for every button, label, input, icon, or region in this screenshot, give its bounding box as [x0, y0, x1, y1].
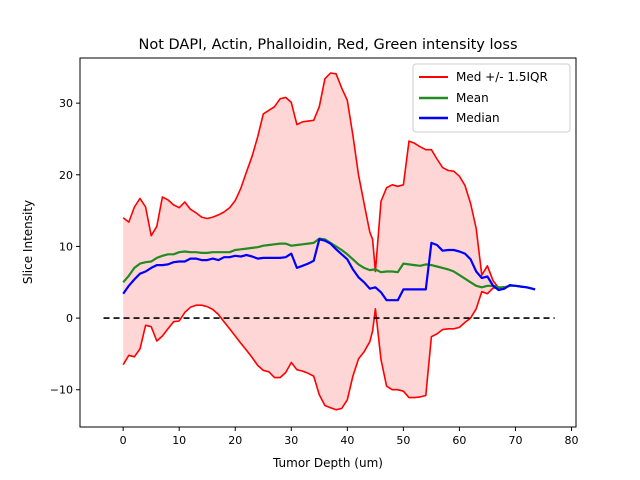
x-axis-label: Tumor Depth (um): [272, 456, 383, 470]
iqr-band-fill: [123, 73, 505, 410]
x-tick-label: 70: [508, 434, 522, 447]
x-tick-label: 50: [396, 434, 410, 447]
series-line-median: [122, 238, 536, 302]
x-tick-label: 10: [172, 434, 186, 447]
iqr-band: [123, 73, 505, 410]
x-tick-label: 0: [120, 434, 127, 447]
y-tick-label: 30: [59, 97, 73, 110]
legend: Med +/- 1.5IQR Mean Median: [412, 63, 571, 133]
x-axis: 0 10 20 30 40 50 60 70 80: [120, 427, 579, 447]
y-tick-label: 0: [66, 312, 73, 325]
series-line-lower-bound: [122, 285, 505, 411]
legend-box: [412, 63, 571, 133]
legend-label-median: Median: [456, 111, 500, 125]
x-tick-label: 40: [340, 434, 354, 447]
legend-label-range: Med +/- 1.5IQR: [456, 70, 548, 84]
y-axis: −10 0 10 20 30: [50, 97, 80, 397]
x-tick-label: 30: [284, 434, 298, 447]
y-tick-label: 20: [59, 169, 73, 182]
series-lines: [122, 72, 536, 411]
y-axis-label: Slice Intensity: [21, 200, 35, 284]
series-line-upper-bound: [122, 72, 505, 289]
y-tick-label: 10: [59, 240, 73, 253]
x-tick-label: 80: [565, 434, 579, 447]
x-tick-label: 20: [228, 434, 242, 447]
plot-frame: [79, 57, 577, 428]
x-tick-label: 60: [452, 434, 466, 447]
legend-label-mean: Mean: [456, 91, 489, 105]
y-tick-label: −10: [50, 384, 73, 397]
chart-title: Not DAPI, Actin, Phalloidin, Red, Green …: [138, 37, 517, 53]
